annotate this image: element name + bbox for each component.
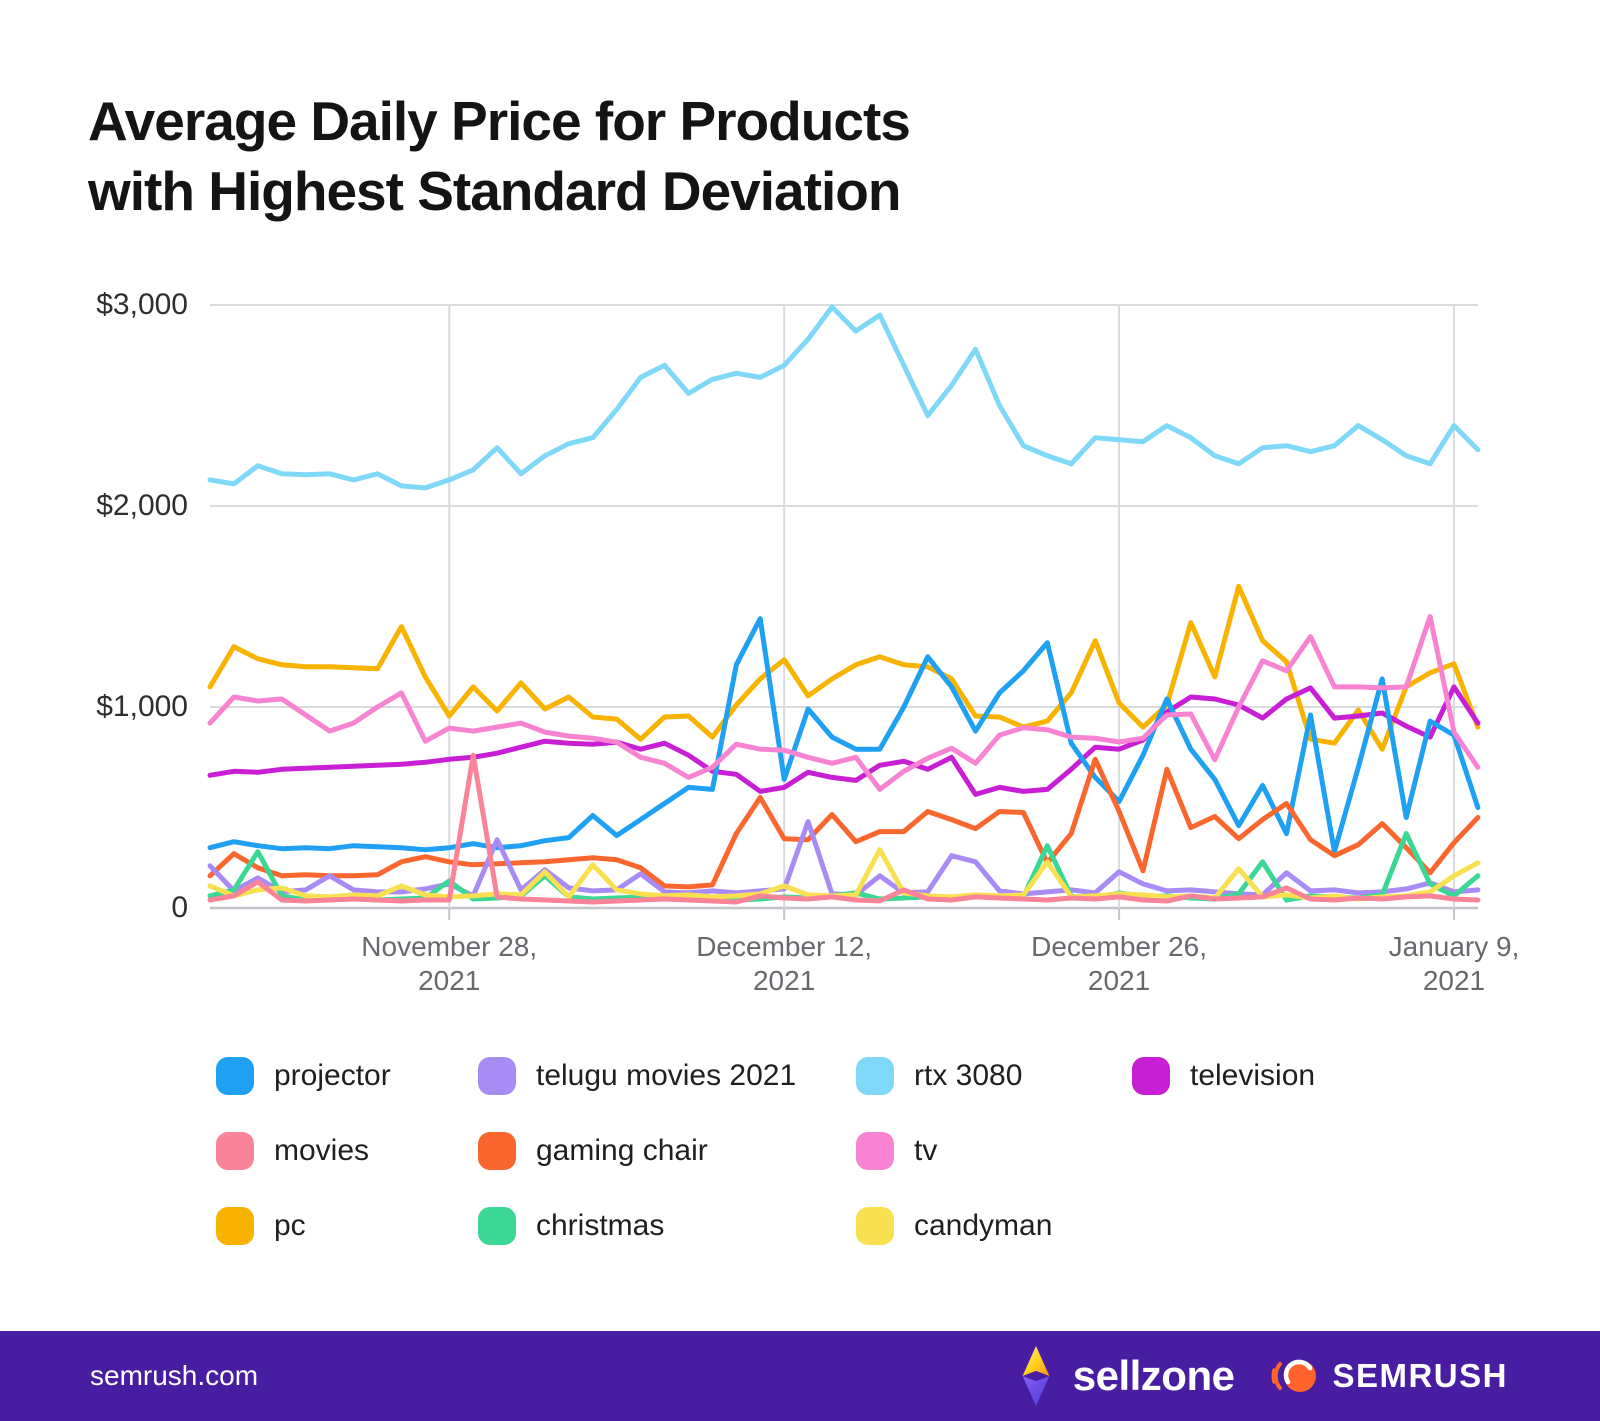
semrush-wordmark: SEMRUSH	[1332, 1357, 1508, 1394]
x-tick-label-38: December 26, 2021	[1031, 931, 1207, 996]
legend-swatch-telugu-movies-2021	[478, 1057, 516, 1095]
x-tick-label-10: November 28, 2021	[361, 931, 538, 996]
legend-swatch-rtx-3080	[856, 1057, 894, 1095]
x-tick-label-52: January 9, 2021	[1388, 931, 1520, 996]
legend-item-gaming-chair: gaming chair	[478, 1131, 708, 1171]
semrush-brand: SEMRUSH	[1270, 1354, 1508, 1398]
legend-item-christmas: christmas	[478, 1206, 664, 1246]
legend-swatch-tv	[856, 1132, 894, 1170]
legend-item-pc: pc	[216, 1206, 306, 1246]
legend-swatch-christmas	[478, 1207, 516, 1245]
legend-item-telugu-movies-2021: telugu movies 2021	[478, 1056, 796, 1096]
series-line-rtx-3080	[207, 304, 1481, 491]
series-line-television	[207, 684, 1481, 797]
legend-swatch-projector	[216, 1057, 254, 1095]
legend-label-projector: projector	[274, 1059, 391, 1092]
legend-item-rtx-3080: rtx 3080	[856, 1056, 1022, 1096]
legend-item-movies: movies	[216, 1131, 369, 1171]
legend-label-rtx-3080: rtx 3080	[914, 1059, 1023, 1092]
sellzone-brand: sellzone	[1013, 1346, 1235, 1406]
legend-label-gaming-chair: gaming chair	[536, 1134, 708, 1167]
semrush-logo-icon	[1271, 1359, 1317, 1392]
y-tick-label-2000: $2,000	[96, 489, 188, 522]
footer-brands: sellzone SEMRUSH	[1013, 1346, 1508, 1406]
legend-swatch-gaming-chair	[478, 1132, 516, 1170]
series-line-gaming-chair	[207, 756, 1481, 890]
chart-title: Average Daily Price for Products with Hi…	[88, 86, 911, 226]
legend-swatch-pc	[216, 1207, 254, 1245]
legend-swatch-television	[1132, 1057, 1170, 1095]
legend-label-television: television	[1190, 1059, 1316, 1092]
legend-item-candyman: candyman	[856, 1206, 1052, 1246]
chart-title-line1: Average Daily Price for Products	[88, 90, 911, 152]
legend-item-television: television	[1132, 1056, 1315, 1096]
legend-swatch-candyman	[856, 1207, 894, 1245]
legend-label-movies: movies	[274, 1134, 370, 1167]
legend-label-christmas: christmas	[536, 1209, 665, 1242]
series-line-movies	[207, 752, 1481, 905]
legend-label-candyman: candyman	[914, 1209, 1053, 1242]
legend-label-telugu-movies-2021: telugu movies 2021	[536, 1059, 797, 1092]
footer-site-url: semrush.com	[90, 1360, 259, 1391]
legend-label-pc: pc	[274, 1209, 306, 1242]
x-tick-label-24: December 12, 2021	[696, 931, 873, 996]
legend-swatch-movies	[216, 1132, 254, 1170]
sellzone-logo-icon	[1022, 1346, 1050, 1406]
series-line-tv	[207, 614, 1481, 792]
series-line-pc	[207, 583, 1481, 752]
footer: semrush.com sellzone	[0, 1331, 1600, 1421]
y-tick-label-3000: $3,000	[96, 288, 188, 321]
y-tick-label-0: 0	[171, 891, 188, 924]
legend-label-tv: tv	[914, 1134, 938, 1167]
chart-title-line2: with Highest Standard Deviation	[88, 160, 901, 222]
legend-item-projector: projector	[216, 1056, 391, 1096]
sellzone-wordmark: sellzone	[1072, 1352, 1235, 1399]
y-tick-label-1000: $1,000	[96, 690, 188, 723]
legend-item-tv: tv	[856, 1131, 937, 1171]
series-line-projector	[207, 616, 1481, 855]
